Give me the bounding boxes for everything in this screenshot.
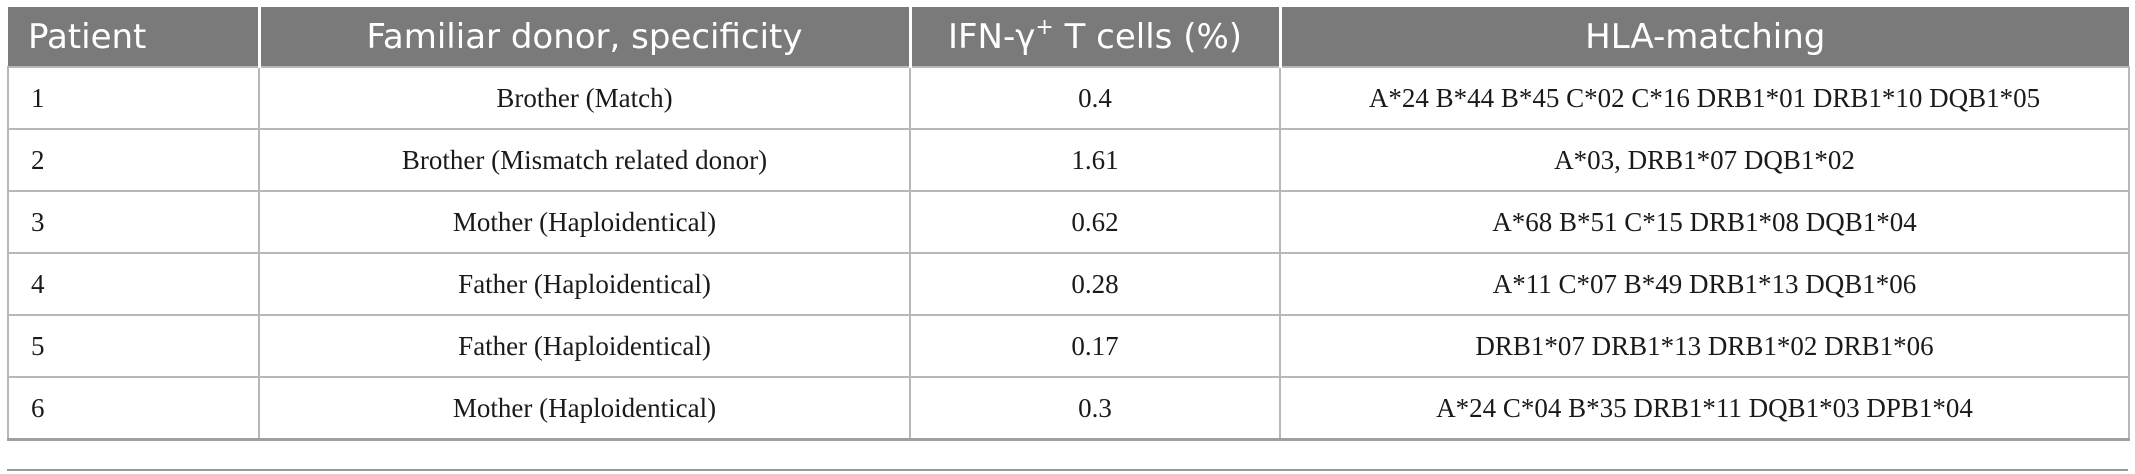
cell-donor: Father (Haploidentical) xyxy=(258,252,911,316)
header-ifn-rest: T cells (%) xyxy=(1053,16,1243,57)
header-hla: HLA-matching xyxy=(1278,7,2129,67)
cell-hla: DRB1*07 DRB1*13 DRB1*02 DRB1*06 xyxy=(1279,314,2130,378)
cell-hla: A*11 C*07 B*49 DRB1*13 DQB1*06 xyxy=(1279,252,2130,316)
cell-patient: 4 xyxy=(7,252,260,316)
header-row: Patient Familiar donor, specificity IFN-… xyxy=(8,7,2129,67)
cell-hla: A*24 C*04 B*35 DRB1*11 DQB1*03 DPB1*04 xyxy=(1279,376,2130,441)
cell-ifn: 0.17 xyxy=(909,314,1281,378)
cell-ifn: 0.4 xyxy=(909,66,1281,130)
cell-donor: Mother (Haploidentical) xyxy=(258,376,911,441)
cell-patient: 1 xyxy=(7,66,260,130)
table-row: 4 Father (Haploidentical) 0.28 A*11 C*07… xyxy=(7,252,2130,316)
table-body: 1 Brother (Match) 0.4 A*24 B*44 B*45 C*0… xyxy=(7,66,2130,441)
cell-hla: A*24 B*44 B*45 C*02 C*16 DRB1*01 DRB1*10… xyxy=(1279,66,2130,130)
cell-hla: A*68 B*51 C*15 DRB1*08 DQB1*04 xyxy=(1279,190,2130,254)
header-ifn: IFN-γ+ T cells (%) xyxy=(908,7,1280,67)
cell-patient: 6 xyxy=(7,376,260,441)
table-bottom-rule xyxy=(7,469,2128,471)
cell-patient: 2 xyxy=(7,128,260,192)
header-ifn-main: IFN-γ xyxy=(947,16,1036,57)
table-row: 5 Father (Haploidentical) 0.17 DRB1*07 D… xyxy=(7,314,2130,378)
table-row: 3 Mother (Haploidentical) 0.62 A*68 B*51… xyxy=(7,190,2130,254)
table-header: Patient Familiar donor, specificity IFN-… xyxy=(8,7,2129,67)
cell-patient: 5 xyxy=(7,314,260,378)
header-ifn-sup: + xyxy=(1035,14,1054,40)
table-row: 2 Brother (Mismatch related donor) 1.61 … xyxy=(7,128,2130,192)
cell-donor: Mother (Haploidentical) xyxy=(258,190,911,254)
cell-hla: A*03, DRB1*07 DQB1*02 xyxy=(1279,128,2130,192)
header-patient: Patient xyxy=(8,7,259,67)
cell-patient: 3 xyxy=(7,190,260,254)
cell-donor: Father (Haploidentical) xyxy=(258,314,911,378)
table-row: 1 Brother (Match) 0.4 A*24 B*44 B*45 C*0… xyxy=(7,66,2130,130)
cell-ifn: 0.62 xyxy=(909,190,1281,254)
hla-matching-table: Patient Familiar donor, specificity IFN-… xyxy=(7,7,2130,441)
cell-donor: Brother (Mismatch related donor) xyxy=(258,128,911,192)
cell-ifn: 0.3 xyxy=(909,376,1281,441)
cell-ifn: 0.28 xyxy=(909,252,1281,316)
header-donor: Familiar donor, specificity xyxy=(257,7,910,67)
data-table-container: Patient Familiar donor, specificity IFN-… xyxy=(7,7,2130,441)
cell-ifn: 1.61 xyxy=(909,128,1281,192)
cell-donor: Brother (Match) xyxy=(258,66,911,130)
table-row: 6 Mother (Haploidentical) 0.3 A*24 C*04 … xyxy=(7,376,2130,441)
